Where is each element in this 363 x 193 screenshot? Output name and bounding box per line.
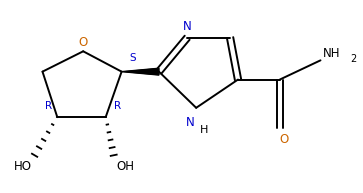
Text: R: R xyxy=(114,101,121,111)
Polygon shape xyxy=(122,68,159,75)
Text: 2: 2 xyxy=(350,54,356,64)
Text: OH: OH xyxy=(116,160,134,173)
Text: H: H xyxy=(200,125,208,135)
Text: O: O xyxy=(280,133,289,146)
Text: N: N xyxy=(183,20,192,33)
Text: O: O xyxy=(78,36,88,49)
Text: NH: NH xyxy=(323,47,340,60)
Text: N: N xyxy=(186,116,195,129)
Text: HO: HO xyxy=(14,160,32,173)
Text: R: R xyxy=(45,101,52,111)
Text: S: S xyxy=(130,53,136,63)
